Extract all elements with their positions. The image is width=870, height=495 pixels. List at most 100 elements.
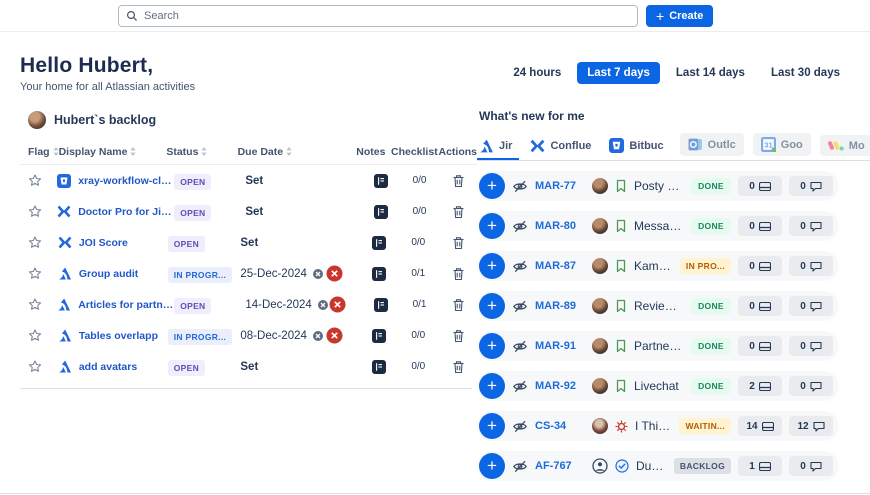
due-date-value[interactable]: Set xyxy=(245,205,264,218)
issue-key-link[interactable]: CS-34 xyxy=(535,420,567,432)
comments-count[interactable]: 0 xyxy=(789,456,833,476)
delete-icon[interactable] xyxy=(452,174,465,188)
hide-eye-icon[interactable] xyxy=(512,340,528,353)
filter-last-14-days[interactable]: Last 14 days xyxy=(666,62,755,84)
issue-title[interactable]: Partner - review xyxy=(634,339,684,353)
delete-icon[interactable] xyxy=(452,329,465,343)
tab-monday[interactable]: Mo xyxy=(819,135,870,156)
cards-count[interactable]: 2 xyxy=(738,376,782,396)
backlog-item-link[interactable]: JOI Score xyxy=(78,236,128,249)
due-date-value[interactable]: Set xyxy=(240,236,259,249)
filter-last-30-days[interactable]: Last 30 days xyxy=(761,62,850,84)
cards-count[interactable]: 1 xyxy=(738,456,782,476)
flag-star-icon[interactable] xyxy=(28,174,42,187)
add-icon[interactable]: + xyxy=(479,453,505,479)
backlog-item-link[interactable]: Doctor Pro for Jira D... xyxy=(78,205,174,218)
issue-title[interactable]: Kampania Linke... xyxy=(634,259,673,273)
cards-count[interactable]: 14 xyxy=(738,416,782,436)
notes-icon[interactable] xyxy=(372,328,387,343)
column-header-status[interactable]: Status xyxy=(166,146,237,158)
issue-key-link[interactable]: MAR-87 xyxy=(535,260,576,272)
cards-count[interactable]: 0 xyxy=(738,176,782,196)
comments-count[interactable]: 0 xyxy=(789,176,833,196)
due-date-value[interactable]: 25-Dec-2024 xyxy=(240,267,307,280)
hide-eye-icon[interactable] xyxy=(512,460,528,473)
flag-star-icon[interactable] xyxy=(28,360,42,373)
flag-star-icon[interactable] xyxy=(28,205,42,218)
column-header-due-date[interactable]: Due Date xyxy=(238,146,357,158)
notes-icon[interactable] xyxy=(372,235,387,250)
add-icon[interactable]: + xyxy=(479,293,505,319)
comments-count[interactable]: 0 xyxy=(789,296,833,316)
due-date-value[interactable]: Set xyxy=(245,174,264,187)
tab-jira[interactable]: Jir xyxy=(477,135,520,160)
clear-date-icon[interactable] xyxy=(317,299,329,311)
add-icon[interactable]: + xyxy=(479,413,505,439)
clear-date-icon[interactable] xyxy=(312,268,324,280)
flag-star-icon[interactable] xyxy=(28,329,42,342)
issue-title[interactable]: Review script - ... xyxy=(634,299,684,313)
comments-count[interactable]: 0 xyxy=(789,216,833,236)
due-date-value[interactable]: Set xyxy=(240,360,259,373)
delete-icon[interactable] xyxy=(452,267,465,281)
cards-count[interactable]: 0 xyxy=(738,296,782,316)
delete-icon[interactable] xyxy=(452,298,465,312)
column-header-display-name[interactable]: Display Name xyxy=(59,146,167,158)
backlog-item-link[interactable]: Group audit xyxy=(78,267,139,280)
add-icon[interactable]: + xyxy=(479,333,505,359)
hide-eye-icon[interactable] xyxy=(512,300,528,313)
cards-count[interactable]: 0 xyxy=(738,256,782,276)
notes-icon[interactable] xyxy=(372,266,387,281)
cards-count[interactable]: 0 xyxy=(738,216,782,236)
hide-eye-icon[interactable] xyxy=(512,380,528,393)
notes-icon[interactable] xyxy=(372,359,387,374)
filter-24-hours[interactable]: 24 hours xyxy=(503,62,571,84)
cards-count[interactable]: 0 xyxy=(738,336,782,356)
backlog-item-link[interactable]: Tables overlapp xyxy=(78,329,158,342)
backlog-item-link[interactable]: Articles for partners... xyxy=(78,298,174,311)
search-box[interactable] xyxy=(118,4,638,27)
search-input[interactable] xyxy=(144,9,630,22)
comments-count[interactable]: 0 xyxy=(789,336,833,356)
add-icon[interactable]: + xyxy=(479,373,505,399)
issue-key-link[interactable]: MAR-80 xyxy=(535,220,576,232)
column-header-flag[interactable]: Flag xyxy=(20,146,59,158)
hide-eye-icon[interactable] xyxy=(512,260,528,273)
tab-confluence[interactable]: Conflue xyxy=(528,135,598,160)
issue-key-link[interactable]: MAR-89 xyxy=(535,300,576,312)
issue-key-link[interactable]: MAR-91 xyxy=(535,340,576,352)
issue-key-link[interactable]: MAR-77 xyxy=(535,180,576,192)
flag-star-icon[interactable] xyxy=(28,236,42,249)
delete-icon[interactable] xyxy=(452,236,465,250)
due-date-value[interactable]: 08-Dec-2024 xyxy=(240,329,307,342)
issue-title[interactable]: I Think App got ... xyxy=(635,419,672,433)
filter-last-7-days[interactable]: Last 7 days xyxy=(577,62,660,84)
add-icon[interactable]: + xyxy=(479,253,505,279)
issue-title[interactable]: Messaging conc... xyxy=(634,219,684,233)
issue-title[interactable]: Livechat xyxy=(634,379,679,393)
backlog-item-link[interactable]: xray-workflow-cloud xyxy=(78,174,175,187)
issue-key-link[interactable]: AF-767 xyxy=(535,460,572,472)
flag-star-icon[interactable] xyxy=(28,298,42,311)
tab-outlook[interactable]: Outlc xyxy=(679,133,744,156)
comments-count[interactable]: 0 xyxy=(789,376,833,396)
flag-star-icon[interactable] xyxy=(28,267,42,280)
due-date-value[interactable]: 14-Dec-2024 xyxy=(245,298,312,311)
add-icon[interactable]: + xyxy=(479,173,505,199)
comments-count[interactable]: 0 xyxy=(789,256,833,276)
issue-title[interactable]: Duplicate filter a... xyxy=(636,459,667,473)
hide-eye-icon[interactable] xyxy=(512,220,528,233)
comments-count[interactable]: 12 xyxy=(789,416,833,436)
backlog-item-link[interactable]: add avatars xyxy=(78,360,138,373)
clear-date-icon[interactable] xyxy=(312,330,324,342)
delete-icon[interactable] xyxy=(452,360,465,374)
tab-bitbucket[interactable]: Bitbuc xyxy=(607,134,670,160)
issue-key-link[interactable]: MAR-92 xyxy=(535,380,576,392)
create-button[interactable]: + Create xyxy=(646,4,714,27)
issue-title[interactable]: Posty na LinkedI... xyxy=(634,179,684,193)
add-icon[interactable]: + xyxy=(479,213,505,239)
notes-icon[interactable] xyxy=(374,297,389,312)
hide-eye-icon[interactable] xyxy=(512,180,528,193)
notes-icon[interactable] xyxy=(374,204,389,219)
hide-eye-icon[interactable] xyxy=(512,420,528,433)
